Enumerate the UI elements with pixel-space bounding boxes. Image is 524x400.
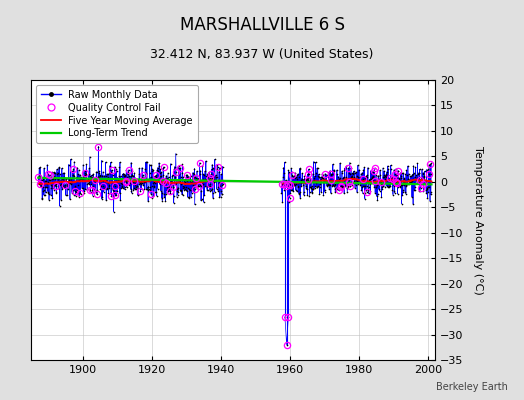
Text: 32.412 N, 83.937 W (United States): 32.412 N, 83.937 W (United States): [150, 48, 374, 61]
Text: MARSHALLVILLE 6 S: MARSHALLVILLE 6 S: [180, 16, 344, 34]
Y-axis label: Temperature Anomaly (°C): Temperature Anomaly (°C): [473, 146, 483, 294]
Legend: Raw Monthly Data, Quality Control Fail, Five Year Moving Average, Long-Term Tren: Raw Monthly Data, Quality Control Fail, …: [36, 85, 198, 143]
Text: Berkeley Earth: Berkeley Earth: [436, 382, 508, 392]
